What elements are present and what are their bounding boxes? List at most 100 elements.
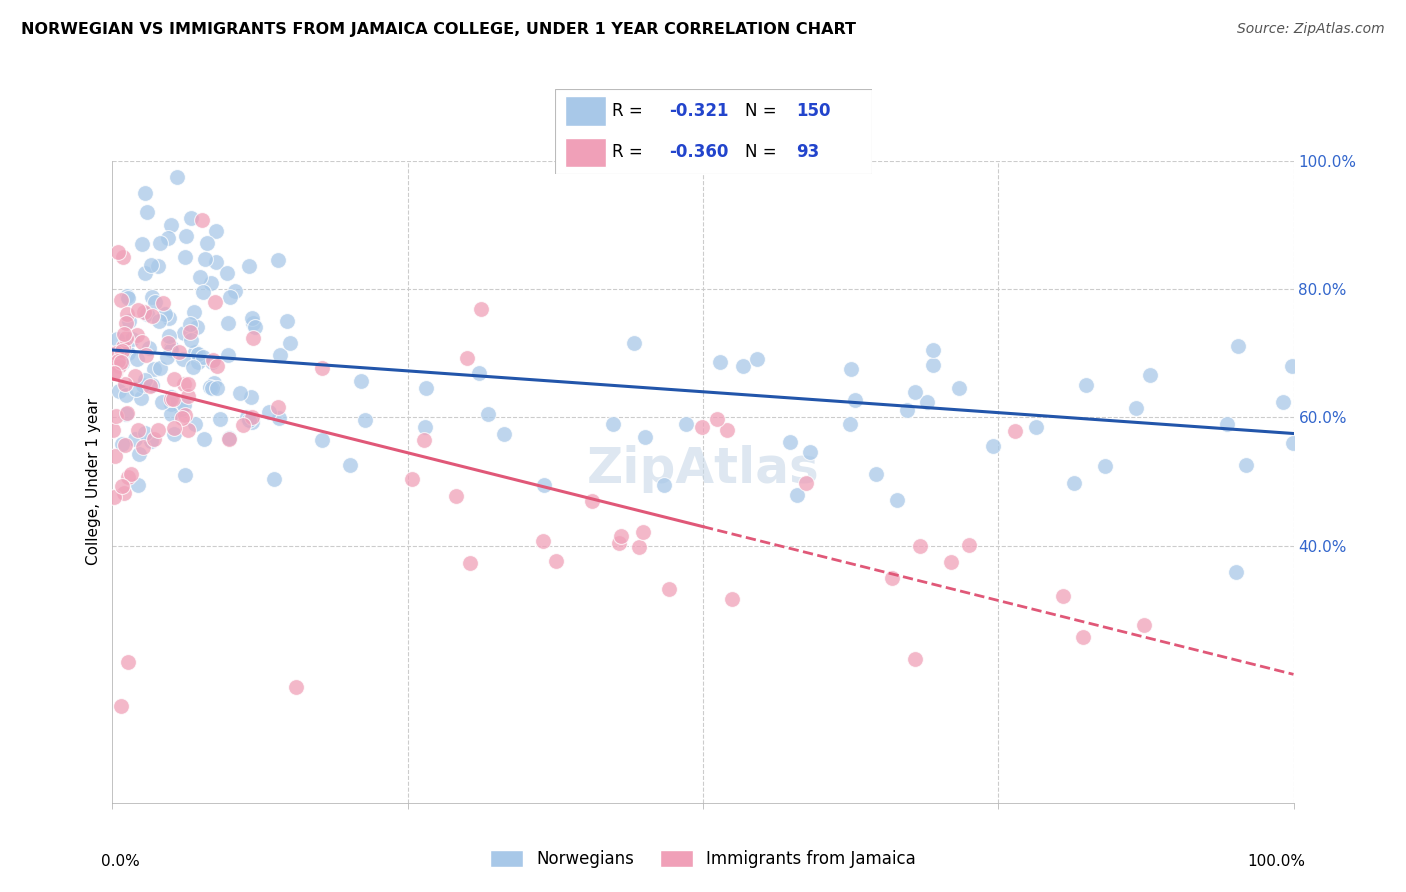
Point — [131, 335, 153, 350]
Point — [627, 540, 650, 554]
Point — [172, 351, 194, 366]
Point — [118, 314, 141, 328]
Point — [908, 539, 931, 553]
Point — [609, 535, 631, 549]
Point — [922, 343, 945, 357]
Point — [110, 293, 132, 307]
Point — [745, 351, 768, 366]
Point — [107, 354, 129, 368]
Point — [413, 434, 436, 448]
Point — [160, 343, 183, 358]
Point — [1216, 417, 1239, 431]
Point — [157, 311, 180, 326]
Point — [143, 361, 166, 376]
Point — [1282, 435, 1305, 450]
Point — [115, 317, 138, 331]
Point — [276, 314, 298, 328]
Point — [160, 218, 183, 232]
Point — [339, 458, 361, 473]
Point — [263, 472, 285, 486]
Point — [104, 449, 127, 463]
Point — [1063, 476, 1085, 491]
Point — [492, 427, 515, 442]
Text: N =: N = — [745, 144, 782, 161]
Point — [267, 401, 290, 415]
Point — [470, 301, 492, 316]
Point — [145, 295, 167, 310]
Point — [786, 488, 808, 502]
Point — [794, 475, 817, 490]
Point — [198, 379, 221, 393]
Point — [127, 352, 149, 367]
Point — [174, 229, 197, 244]
Point — [183, 305, 205, 319]
Point — [187, 347, 209, 361]
Point — [219, 290, 242, 304]
Point — [236, 409, 259, 424]
Point — [115, 407, 138, 421]
Bar — [565, 96, 606, 126]
Point — [115, 289, 138, 303]
Point — [1004, 424, 1026, 438]
Point — [183, 344, 205, 359]
Point — [159, 407, 181, 421]
Point — [194, 252, 217, 266]
Point — [103, 367, 125, 381]
Point — [179, 325, 201, 339]
Point — [1281, 359, 1303, 373]
Point — [111, 436, 134, 450]
Point — [921, 358, 943, 372]
Point — [117, 346, 139, 360]
Point — [1226, 339, 1249, 353]
Point — [169, 345, 191, 359]
Point — [131, 440, 153, 454]
Point — [188, 270, 211, 285]
Point — [173, 398, 195, 412]
Point — [205, 359, 228, 373]
Point — [104, 409, 127, 424]
Point — [166, 169, 188, 184]
Point — [1139, 368, 1161, 382]
Point — [1094, 459, 1116, 474]
Point — [844, 392, 866, 407]
Point — [240, 391, 263, 405]
Point — [205, 381, 228, 395]
Point — [981, 439, 1004, 453]
Point — [136, 205, 159, 219]
Point — [267, 253, 290, 268]
Point — [939, 555, 962, 569]
Point — [124, 368, 146, 383]
Point — [731, 359, 754, 373]
Point — [217, 348, 239, 362]
Point — [183, 417, 205, 432]
Point — [658, 582, 681, 596]
Point — [633, 524, 655, 539]
Point — [125, 382, 148, 396]
Point — [177, 377, 200, 392]
Point — [205, 255, 228, 269]
Point — [215, 266, 238, 280]
Point — [1071, 630, 1094, 644]
Point — [127, 302, 149, 317]
Text: 0.0%: 0.0% — [101, 855, 139, 869]
Point — [134, 186, 156, 200]
Y-axis label: College, Under 1 year: College, Under 1 year — [86, 398, 101, 566]
Point — [190, 213, 212, 227]
Point — [127, 478, 149, 492]
Point — [174, 467, 197, 482]
Point — [896, 403, 918, 417]
Point — [112, 485, 135, 500]
Point — [354, 413, 377, 427]
Point — [675, 417, 697, 431]
Point — [134, 266, 156, 280]
Point — [311, 361, 333, 376]
Point — [1052, 589, 1074, 603]
Point — [149, 235, 172, 250]
Point — [179, 318, 201, 332]
Point — [191, 350, 214, 364]
Point — [654, 478, 676, 492]
Text: -0.321: -0.321 — [669, 102, 728, 120]
Point — [1076, 378, 1098, 392]
Point — [156, 230, 179, 244]
Point — [413, 420, 436, 434]
